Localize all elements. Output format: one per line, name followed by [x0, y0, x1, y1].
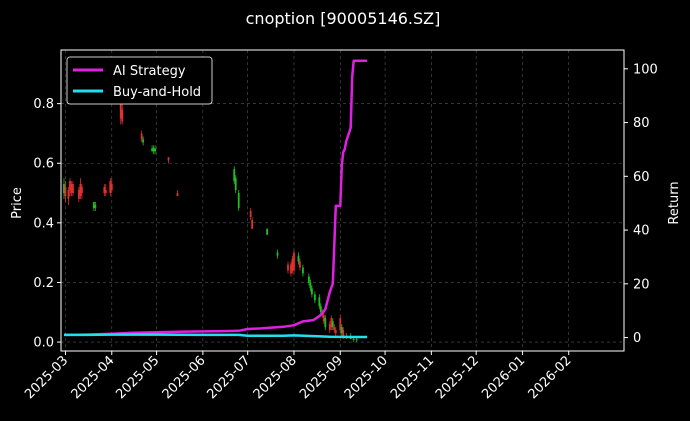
candle-body [287, 264, 289, 271]
candle-body [92, 201, 95, 208]
candle-body [342, 330, 345, 337]
candle-body [322, 315, 325, 322]
y-right-tick-label: 60 [633, 170, 650, 185]
legend-box [66, 56, 213, 105]
candle-body [276, 252, 279, 256]
candle-body [233, 169, 236, 182]
candle-body [318, 297, 321, 307]
candle-body [307, 276, 310, 283]
candle-body [352, 339, 355, 341]
y-left-tick-label: 0.2 [33, 276, 54, 291]
series-line-ai-strategy [63, 59, 368, 337]
candle-body [340, 327, 343, 334]
y-right-tick-label: 0 [633, 331, 641, 346]
series-lines [63, 59, 368, 339]
candle-body [109, 181, 112, 194]
y-axis-left-label: Price [10, 187, 25, 219]
candle-body [333, 327, 336, 331]
chart-title: cnoption [90005146.SZ] [246, 9, 441, 28]
candle-body [319, 306, 322, 313]
series-line-buy-and-hold [64, 333, 368, 339]
candle-body [313, 294, 316, 301]
candle-body [63, 184, 65, 194]
candle-body [310, 288, 313, 295]
candle-body [266, 228, 268, 235]
candle-body [302, 267, 304, 274]
candle-body [142, 139, 145, 143]
legend: AI Strategy Buy-and-Hold [66, 56, 213, 105]
candle-body [154, 148, 156, 152]
candle-body [167, 157, 170, 161]
y-axis-right-label: Return [667, 181, 682, 224]
candle-body [140, 133, 143, 140]
candle-body [176, 193, 179, 197]
candle-body [69, 181, 71, 191]
candle-body [67, 190, 70, 200]
candle-body [72, 184, 74, 194]
y-left-tick-label: 0.6 [33, 157, 54, 172]
candle-body [79, 184, 82, 197]
y-right-tick-label: 100 [633, 62, 658, 77]
candle-body [110, 184, 113, 191]
candle-body [330, 318, 333, 328]
candle-body [297, 255, 300, 262]
candle-body [234, 178, 237, 191]
candle-body [104, 190, 107, 194]
candle-body [293, 252, 295, 271]
candle-body [339, 318, 342, 331]
candle-body [309, 282, 312, 289]
candle-body [355, 339, 358, 341]
candle-body [331, 321, 334, 328]
candle-body [70, 184, 73, 194]
candle-body [324, 318, 327, 328]
y-left-tick-label: 0.4 [33, 216, 54, 231]
candle-body [152, 148, 155, 152]
candle-body [290, 264, 292, 274]
candlesticks [63, 94, 358, 343]
candle-body [78, 190, 80, 200]
y-left-tick-label: 0.8 [33, 97, 54, 112]
candle-body [119, 103, 122, 119]
legend-label-buy-and-hold: Buy-and-Hold [113, 85, 201, 100]
candle-body [103, 187, 106, 194]
legend-label-ai-strategy: AI Strategy [113, 64, 186, 79]
candle-body [328, 324, 331, 331]
candle-body [81, 187, 83, 194]
candle-body [94, 204, 97, 208]
candle-body [237, 193, 240, 208]
candle-body [334, 330, 337, 334]
candle-body [251, 219, 254, 229]
candle-body [64, 187, 67, 197]
candle-body [151, 148, 153, 152]
candle-body [291, 258, 294, 271]
candle-body [299, 261, 301, 268]
y-right-tick-label: 80 [633, 116, 650, 131]
plot-frame [60, 49, 625, 352]
candle-body [249, 210, 252, 217]
y-left-tick-label: 0.0 [33, 336, 54, 351]
candle-body [121, 109, 124, 122]
y-right-tick-label: 40 [633, 224, 650, 239]
y-right-tick-label: 20 [633, 277, 650, 292]
